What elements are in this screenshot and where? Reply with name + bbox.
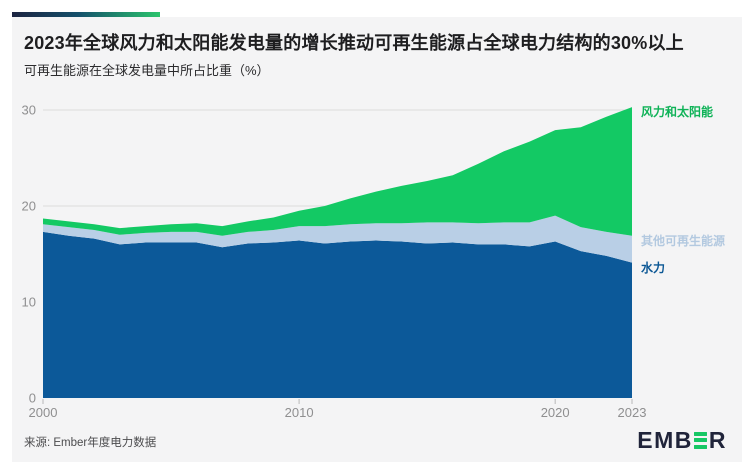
y-tick-label: 30 — [22, 103, 36, 118]
y-tick-label: 20 — [22, 199, 36, 214]
area-hydro — [43, 231, 632, 398]
y-tick-label: 0 — [29, 391, 36, 406]
area-other-renewables — [43, 215, 632, 263]
logo-e-bar — [693, 438, 707, 442]
logo-e-icon — [693, 431, 707, 449]
logo-text-emb: EMB — [637, 427, 693, 453]
series-label-hydro: 水力 — [641, 260, 666, 275]
series-label-wind-and-solar: 风力和太阳能 — [641, 105, 714, 120]
series-label-other-renewables: 其他可再生能源 — [641, 233, 726, 248]
page-subtitle: 可再生能源在全球发电量中所占比重（%） — [24, 63, 270, 78]
area-wind-and-solar — [43, 107, 632, 236]
source-text: 来源: Ember年度电力数据 — [24, 437, 157, 449]
accent-bar — [12, 12, 160, 17]
x-tick-label: 2010 — [285, 405, 314, 420]
x-tick-label: 2000 — [29, 405, 58, 420]
y-tick-label: 10 — [22, 295, 36, 310]
logo-e-bar — [693, 444, 707, 449]
ember-logo: EMB R — [637, 427, 727, 453]
page-title: 2023年全球风力和太阳能发电量的增长推动可再生能源占全球电力结构的30%以上 — [24, 33, 684, 53]
x-tick-label: 2023 — [618, 405, 647, 420]
logo-e-bar — [693, 431, 707, 436]
x-tick-label: 2020 — [541, 405, 570, 420]
logo-text-r: R — [708, 427, 727, 453]
